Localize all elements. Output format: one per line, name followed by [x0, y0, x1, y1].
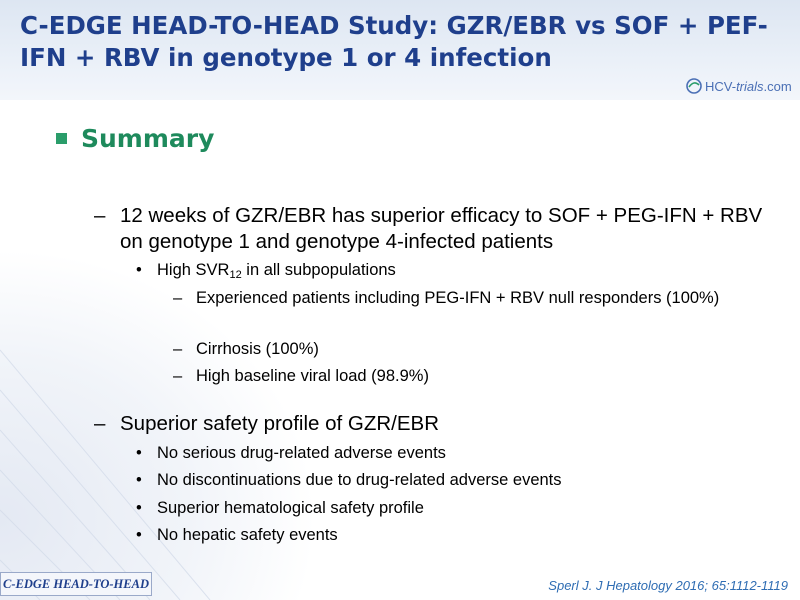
subsub-text: Experienced patients including PEG-IFN +…	[196, 289, 720, 307]
subsub-dash: –	[173, 340, 183, 358]
hcv-trials-logo: HCV-trials.com	[686, 76, 792, 96]
subpoint-text: No discontinuations due to drug-related …	[157, 471, 562, 489]
footer-study-tab: C-EDGE HEAD-TO-HEAD	[0, 572, 152, 596]
point-dash: –	[94, 412, 106, 435]
subsub-text: High baseline viral load (98.9%)	[196, 367, 429, 385]
subpoint-text: No serious drug-related adverse events	[157, 444, 446, 462]
slide-title: C-EDGE HEAD-TO-HEAD Study: GZR/EBR vs SO…	[20, 11, 768, 72]
point-text: Superior safety profile of GZR/EBR	[120, 412, 440, 435]
bullet-icon: •	[136, 526, 142, 544]
logo-text: HCV-trials.com	[705, 78, 792, 94]
citation: Sperl J. J Hepatology 2016; 65:1112-1119	[548, 578, 788, 593]
bullet-icon: •	[136, 471, 142, 489]
bullet-icon: •	[136, 499, 142, 517]
title-bar	[0, 0, 800, 100]
square-bullet-icon	[56, 133, 67, 144]
logo-swirl-icon	[686, 78, 702, 94]
subpoint-text: Superior hematological safety profile	[157, 499, 424, 517]
subsub-dash: –	[173, 289, 183, 307]
subsub-text: Cirrhosis (100%)	[196, 340, 319, 358]
point-text: 12 weeks of GZR/EBR has superior efficac…	[120, 204, 763, 253]
point-dash: –	[94, 204, 106, 227]
subpoint-text: High SVR12 in all subpopulations	[157, 261, 396, 281]
subpoint-text: No hepatic safety events	[157, 526, 338, 544]
section-title: Summary	[81, 124, 215, 153]
subsub-dash: –	[173, 367, 183, 385]
bullet-icon: •	[136, 261, 142, 279]
bullet-icon: •	[136, 444, 142, 462]
section-heading: Summary	[56, 124, 214, 153]
